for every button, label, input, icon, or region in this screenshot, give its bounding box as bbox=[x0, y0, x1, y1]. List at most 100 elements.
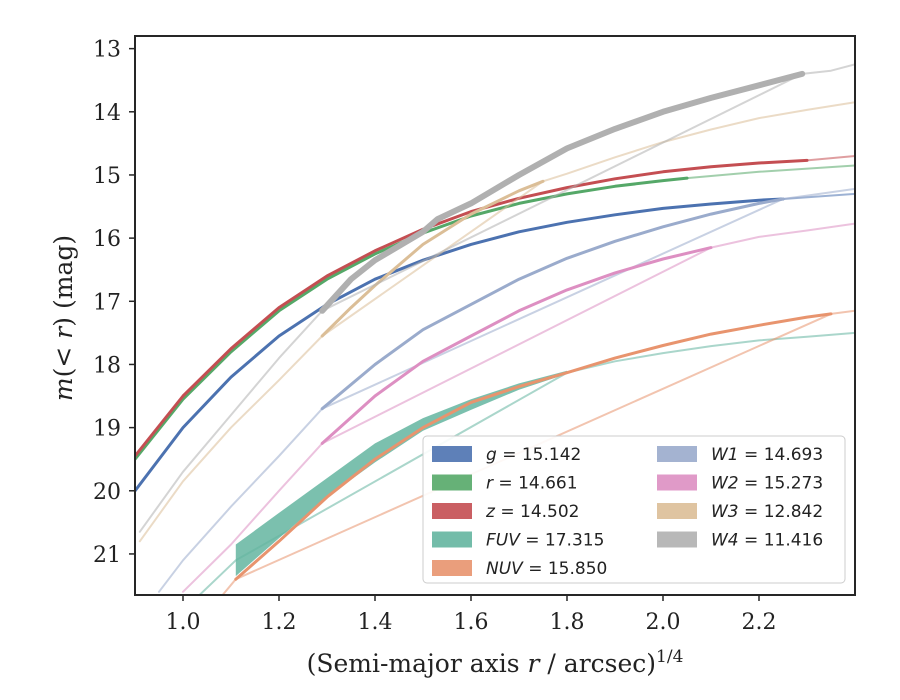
legend-swatch bbox=[432, 503, 472, 519]
legend-equals: = bbox=[739, 502, 764, 522]
series-r-model-line bbox=[686, 164, 855, 180]
x-tick-label: 2.2 bbox=[742, 610, 777, 635]
series-w3-model-line bbox=[138, 101, 855, 543]
legend-series-name: W4 bbox=[711, 531, 739, 551]
series-w4-line bbox=[319, 70, 806, 314]
legend-label: W1 = 14.693 bbox=[711, 445, 823, 465]
series-w3-line bbox=[320, 179, 545, 338]
series-fuv-model-line bbox=[198, 331, 855, 595]
legend-label: FUV = 17.315 bbox=[486, 531, 604, 551]
y-axis-title-r: r bbox=[49, 325, 78, 339]
legend-series-name: W1 bbox=[711, 445, 739, 465]
legend-series-value: 15.142 bbox=[522, 445, 581, 465]
legend-series-name: W2 bbox=[711, 474, 739, 494]
legend-equals: = bbox=[493, 474, 518, 494]
legend-equals: = bbox=[739, 474, 764, 494]
x-axis-title-prefix: (Semi-major axis bbox=[307, 649, 528, 678]
series-w2-model-line bbox=[182, 222, 855, 593]
legend-label: NUV = 15.850 bbox=[486, 559, 607, 579]
x-axis-title-var: r bbox=[528, 649, 542, 678]
legend-label: W2 = 15.273 bbox=[711, 474, 823, 494]
legend-item-r: r = 14.661 bbox=[432, 474, 578, 494]
y-tick-label: 15 bbox=[93, 164, 121, 189]
x-tick-label: 1.0 bbox=[166, 610, 201, 635]
legend-equals: = bbox=[495, 502, 520, 522]
series-w3 bbox=[138, 101, 855, 543]
legend-series-value: 14.502 bbox=[520, 502, 579, 522]
series-w1 bbox=[158, 187, 855, 593]
series-g-line bbox=[135, 197, 785, 493]
legend-item-w4: W4 = 11.416 bbox=[657, 531, 823, 551]
legend-swatch bbox=[432, 474, 472, 491]
legend-box bbox=[422, 435, 846, 584]
y-tick-label: 19 bbox=[93, 417, 121, 442]
legend-label: W3 = 12.842 bbox=[711, 502, 823, 522]
x-axis-title-suffix: / arcsec) bbox=[539, 649, 656, 678]
legend-item-fuv: FUV = 17.315 bbox=[432, 531, 604, 551]
legend-equals: = bbox=[497, 445, 522, 465]
legend-series-value: 11.416 bbox=[764, 531, 823, 551]
x-tick-label: 1.2 bbox=[262, 610, 297, 635]
legend-swatch bbox=[432, 560, 472, 576]
x-tick-label: 1.8 bbox=[550, 610, 585, 635]
legend-item-z: z = 14.502 bbox=[432, 502, 579, 522]
legend: g = 15.142 r = 14.661 z = 14.502 FUV = 17.3… bbox=[422, 435, 846, 584]
legend-item-nuv: NUV = 15.850 bbox=[432, 559, 607, 579]
y-tick-label: 13 bbox=[93, 38, 121, 63]
y-tick-label: 16 bbox=[93, 227, 121, 252]
x-tick-label: 1.4 bbox=[358, 610, 393, 635]
legend-item-g: g = 15.142 bbox=[432, 445, 581, 465]
legend-item-w3: W3 = 12.842 bbox=[657, 502, 823, 522]
series-w4 bbox=[138, 63, 855, 533]
legend-label: g = 15.142 bbox=[486, 445, 581, 465]
legend-equals: = bbox=[739, 445, 764, 465]
legend-swatch bbox=[657, 531, 697, 548]
legend-equals: = bbox=[520, 531, 545, 551]
x-tick-label: 2.0 bbox=[646, 610, 681, 635]
legend-series-value: 14.661 bbox=[518, 474, 577, 494]
y-axis: 13 14 15 16 17 18 19 20 21 bbox=[93, 38, 135, 568]
legend-series-name: r bbox=[486, 474, 494, 494]
legend-series-name: NUV bbox=[486, 559, 524, 579]
legend-label: z = 14.502 bbox=[485, 502, 579, 522]
y-axis-title: m(< r) (mag) bbox=[49, 235, 78, 401]
y-tick-label: 18 bbox=[93, 353, 121, 378]
legend-label: W4 = 11.416 bbox=[711, 531, 823, 551]
legend-item-w1: W1 = 14.693 bbox=[657, 445, 823, 465]
legend-swatch bbox=[657, 446, 697, 462]
legend-label: r = 14.661 bbox=[486, 474, 578, 494]
legend-series-value: 14.693 bbox=[764, 445, 823, 465]
series-w2 bbox=[182, 222, 855, 593]
y-axis-title-mid: (< bbox=[49, 339, 78, 378]
series-z-line bbox=[135, 158, 809, 458]
series-fuv bbox=[198, 331, 855, 595]
legend-swatch bbox=[657, 474, 697, 491]
series-z-model-line bbox=[806, 155, 855, 162]
legend-series-value: 15.850 bbox=[548, 559, 607, 579]
series-nuv-line bbox=[234, 312, 833, 581]
plot-frame bbox=[134, 35, 856, 596]
series-w4-model-line bbox=[138, 63, 855, 533]
legend-series-value: 12.842 bbox=[764, 502, 823, 522]
legend-series-value: 17.315 bbox=[545, 531, 604, 551]
series-w2-line bbox=[320, 246, 713, 445]
y-axis-title-end: ) (mag) bbox=[49, 235, 78, 327]
legend-series-name: z bbox=[485, 502, 496, 522]
legend-item-w2: W2 = 15.273 bbox=[657, 474, 823, 494]
y-tick-label: 17 bbox=[93, 290, 121, 315]
legend-swatch bbox=[657, 503, 697, 519]
y-tick-label: 14 bbox=[93, 101, 121, 126]
legend-equals: = bbox=[739, 531, 764, 551]
series-z bbox=[135, 155, 855, 458]
y-tick-label: 21 bbox=[93, 543, 121, 568]
legend-series-name: W3 bbox=[711, 502, 739, 522]
legend-swatch bbox=[432, 531, 472, 548]
y-axis-title-m: m bbox=[49, 377, 78, 401]
legend-series-value: 15.273 bbox=[764, 474, 823, 494]
x-axis-title: (Semi-major axis r / arcsec)1/4 bbox=[307, 647, 684, 678]
legend-series-name: FUV bbox=[486, 531, 521, 551]
legend-swatch bbox=[432, 446, 472, 462]
legend-equals: = bbox=[523, 559, 548, 579]
series-w1-line bbox=[320, 197, 785, 411]
